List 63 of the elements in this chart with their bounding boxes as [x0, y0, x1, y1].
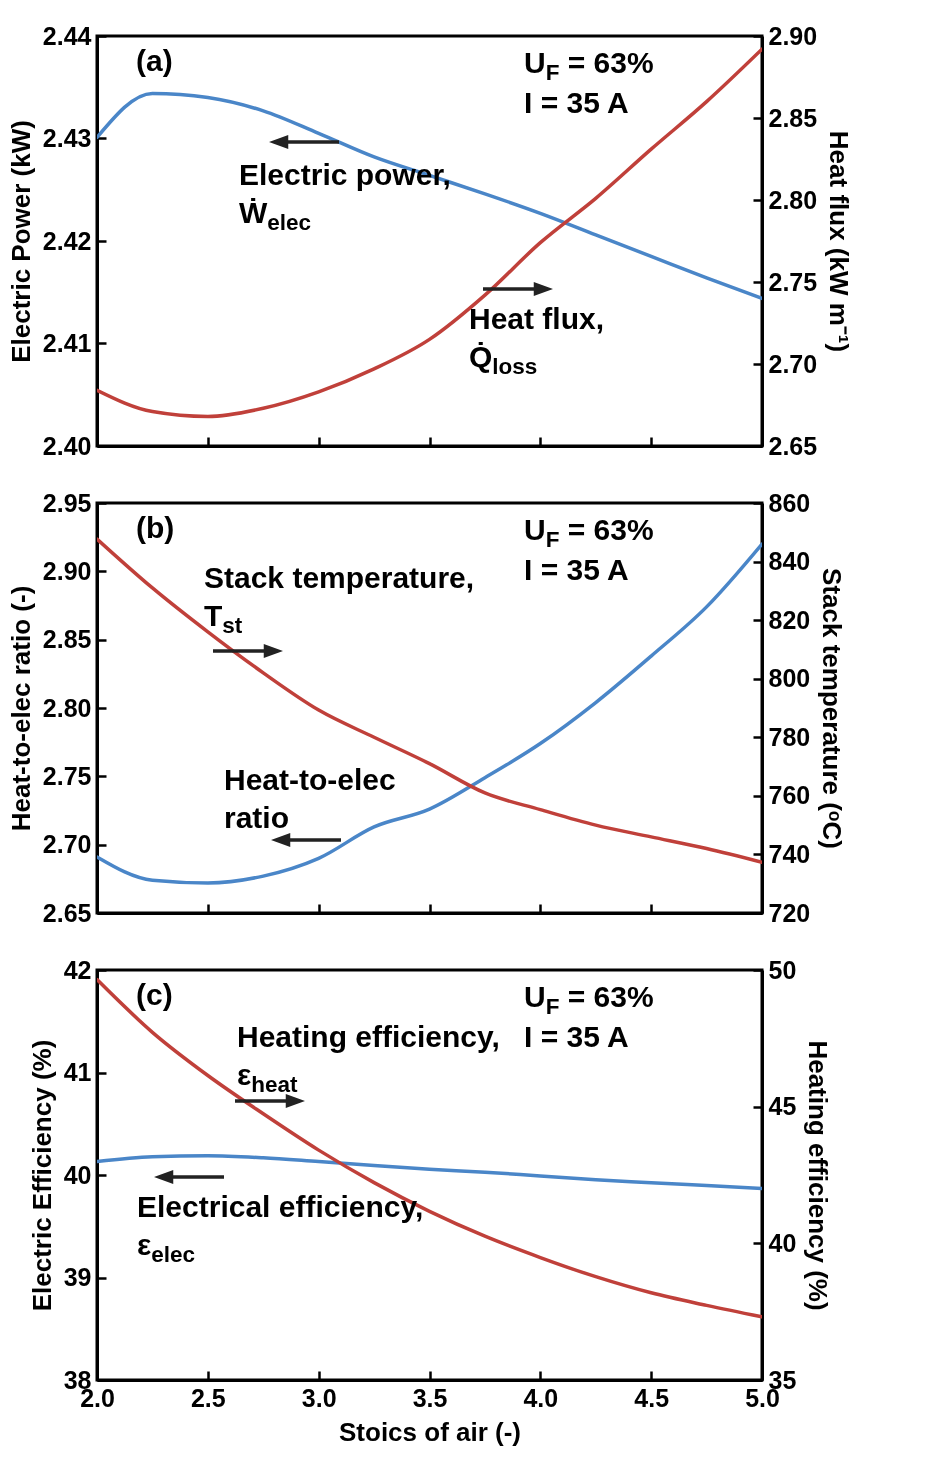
x-tick-label: 3.5	[412, 1383, 448, 1412]
y-tick-label: 2.44	[42, 21, 92, 50]
annotation: (b)	[136, 510, 175, 546]
line-series	[97, 977, 762, 1319]
line-series	[97, 47, 762, 419]
y2-tick-label: 780	[768, 722, 811, 751]
y2-tick-label: 800	[768, 664, 811, 693]
y-tick-label: 39	[63, 1263, 92, 1291]
y-tick-label: 42	[63, 955, 92, 984]
y2-tick-label: 2.65	[768, 431, 818, 460]
y2-tick-label: 50	[768, 955, 797, 984]
y-tick-label: 2.85	[42, 625, 92, 654]
y-tick-label: 2.95	[42, 488, 92, 517]
y2-axis-title: Heat flux (kW m⁻¹)	[824, 130, 855, 353]
y2-tick-label: 860	[768, 488, 811, 517]
y-axis-title: Heat-to-elec ratio (-)	[5, 585, 36, 832]
y2-tick-label: 740	[768, 839, 811, 868]
x-tick-label: 4.5	[634, 1383, 670, 1412]
y2-tick-label: 2.80	[768, 185, 818, 214]
y-tick-label: 2.42	[42, 226, 92, 255]
annotation: I = 35 A	[524, 552, 629, 588]
annotation: I = 35 A	[524, 85, 629, 121]
annotation: (a)	[136, 43, 173, 79]
y2-tick-label: 2.90	[768, 21, 818, 50]
annotation: I = 35 A	[524, 1019, 629, 1055]
annotation: Heat flux, Q̇$_{loss}$	[469, 301, 606, 381]
y2-tick-label: 45	[768, 1092, 797, 1121]
annotation: Heating efficiency, ε$_{heat}$	[237, 1020, 500, 1097]
y-tick-label: 2.43	[42, 124, 92, 152]
x-tick-label: 4.0	[523, 1383, 559, 1412]
y2-tick-label: 2.70	[768, 349, 818, 378]
y-tick-label: 2.90	[42, 556, 92, 585]
y-tick-label: 41	[63, 1058, 92, 1086]
x-axis-title: Stoics of air (-)	[338, 1416, 522, 1447]
y2-tick-label: 840	[768, 547, 811, 576]
y-axis-title: Electric Power (kW)	[5, 120, 36, 363]
annotation: (c)	[136, 977, 173, 1013]
y-tick-label: 2.40	[42, 431, 92, 460]
y2-axis-title: Stack temperature (ᵒC)	[817, 568, 848, 849]
y2-axis-title: Heating efficiency (%)	[803, 1040, 834, 1311]
y2-tick-label: 760	[768, 781, 811, 810]
annotation: Heat-to-elec ratio	[224, 762, 397, 836]
y-tick-label: 2.80	[42, 693, 92, 722]
annotation: Electrical efficiency, ε$_{elec}$	[137, 1189, 425, 1269]
annotation: U$_{F}$ = 63%	[524, 45, 654, 87]
annotation: Stack temperature, T$_{st}$	[204, 560, 476, 640]
line-series	[97, 1154, 762, 1191]
annotation: U$_{F}$ = 63%	[524, 512, 654, 554]
y-axis-title: Electric Efficiency (%)	[26, 1039, 57, 1312]
line-series	[97, 91, 762, 301]
y-tick-label: 2.70	[42, 830, 92, 859]
y-tick-label: 2.65	[42, 898, 92, 927]
x-tick-label: 3.0	[301, 1383, 337, 1412]
y-tick-label: 40	[63, 1160, 92, 1189]
annotation: U$_{F}$ = 63%	[524, 979, 654, 1021]
y-tick-label: 2.75	[42, 761, 92, 790]
y2-tick-label: 2.75	[768, 267, 818, 296]
y2-tick-label: 40	[768, 1228, 797, 1257]
y2-tick-label: 2.85	[768, 103, 818, 132]
x-tick-label: 2.5	[190, 1383, 226, 1412]
y-tick-label: 2.41	[42, 329, 92, 357]
y2-tick-label: 820	[768, 605, 811, 634]
y2-tick-label: 720	[768, 898, 811, 927]
